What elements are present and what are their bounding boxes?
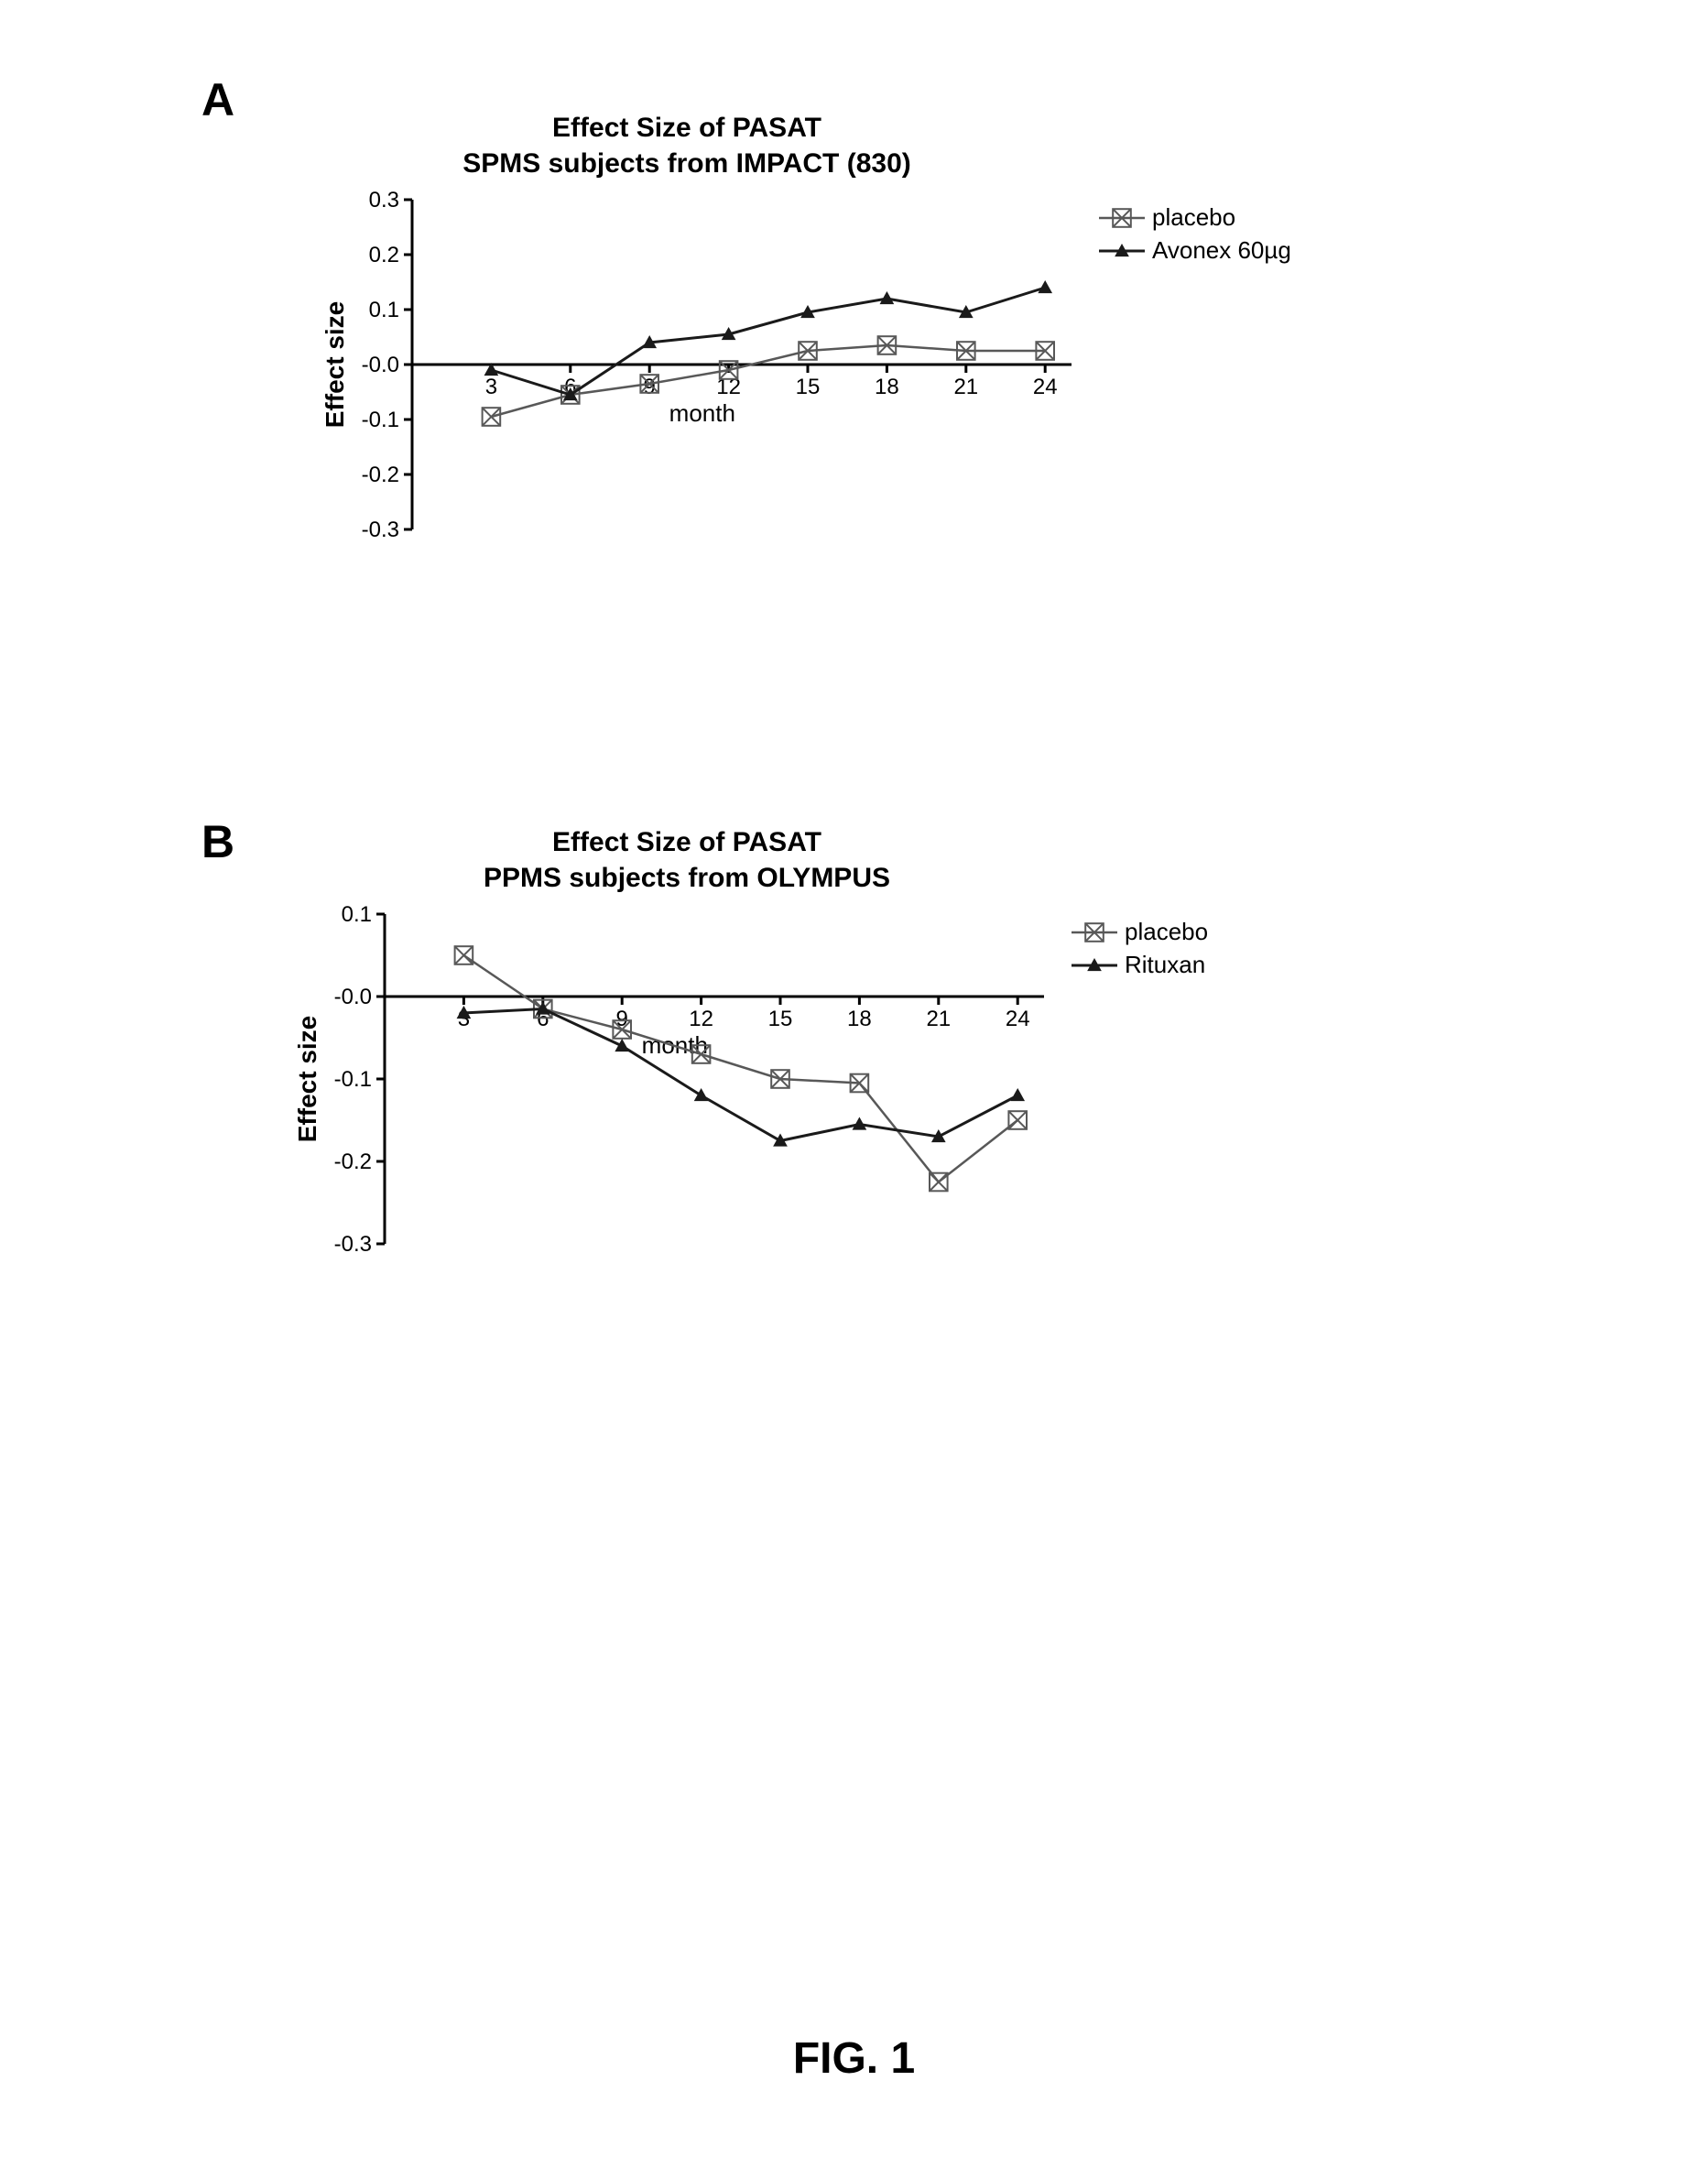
svg-text:15: 15 <box>768 1007 793 1031</box>
svg-text:0.1: 0.1 <box>369 298 399 322</box>
svg-text:3: 3 <box>485 375 497 399</box>
panel-a-label: A <box>201 73 234 126</box>
panel-a-chart: Effect Size of PASAT SPMS subjects from … <box>311 110 1410 603</box>
svg-text:month: month <box>669 399 735 427</box>
svg-text:placebo: placebo <box>1152 203 1235 231</box>
svg-text:Rituxan: Rituxan <box>1125 951 1205 978</box>
panel-b-title: Effect Size of PASAT PPMS subjects from … <box>284 824 1090 896</box>
svg-text:Effect size: Effect size <box>321 301 349 429</box>
panel-a-svg: -0.3-0.2-0.1-0.00.10.20.33691215182124mo… <box>311 181 1410 603</box>
svg-text:placebo: placebo <box>1125 918 1208 945</box>
svg-text:Avonex 60µg: Avonex 60µg <box>1152 236 1291 264</box>
panel-b-chart: Effect Size of PASAT PPMS subjects from … <box>284 824 1383 1299</box>
panel-a-title: Effect Size of PASAT SPMS subjects from … <box>311 110 1062 181</box>
svg-text:-0.1: -0.1 <box>362 408 399 432</box>
svg-text:18: 18 <box>875 375 899 399</box>
svg-text:24: 24 <box>1006 1007 1030 1031</box>
svg-text:18: 18 <box>847 1007 872 1031</box>
panel-b-svg: -0.3-0.2-0.1-0.00.13691215182124monthEff… <box>284 896 1383 1299</box>
panel-b-label: B <box>201 815 234 868</box>
svg-text:-0.2: -0.2 <box>362 463 399 487</box>
svg-text:0.3: 0.3 <box>369 188 399 212</box>
svg-text:0.1: 0.1 <box>342 902 372 927</box>
panel-b-title-line2: PPMS subjects from OLYMPUS <box>484 863 890 893</box>
figure-label: FIG. 1 <box>37 2033 1671 2084</box>
svg-text:-0.1: -0.1 <box>334 1067 372 1092</box>
svg-text:-0.0: -0.0 <box>334 985 372 1009</box>
svg-text:21: 21 <box>926 1007 951 1031</box>
svg-text:12: 12 <box>689 1007 713 1031</box>
svg-text:-0.2: -0.2 <box>334 1149 372 1174</box>
svg-text:21: 21 <box>953 375 978 399</box>
figure-page: A Effect Size of PASAT SPMS subjects fro… <box>37 37 1671 2120</box>
svg-text:Effect size: Effect size <box>293 1016 321 1143</box>
svg-text:15: 15 <box>796 375 821 399</box>
svg-text:-0.3: -0.3 <box>362 517 399 542</box>
svg-text:24: 24 <box>1033 375 1058 399</box>
svg-text:-0.3: -0.3 <box>334 1232 372 1257</box>
panel-b-title-line1: Effect Size of PASAT <box>552 827 821 857</box>
panel-a-title-line2: SPMS subjects from IMPACT (830) <box>462 148 911 179</box>
svg-text:-0.0: -0.0 <box>362 353 399 377</box>
panel-a-title-line1: Effect Size of PASAT <box>552 113 821 143</box>
svg-text:0.2: 0.2 <box>369 243 399 267</box>
